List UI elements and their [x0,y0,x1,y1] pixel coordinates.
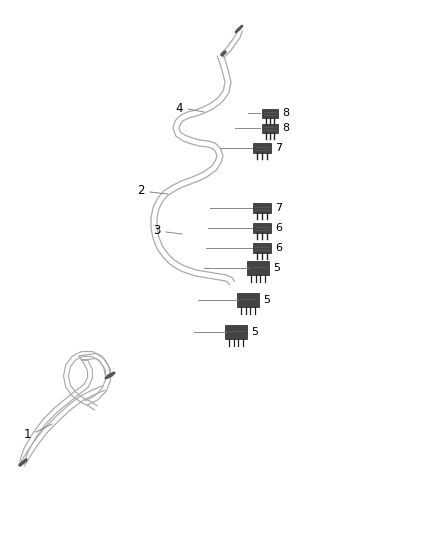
Text: 5: 5 [251,327,258,337]
Text: 7: 7 [275,203,282,213]
Text: 7: 7 [275,143,282,153]
Bar [253,223,271,233]
Bar [253,203,271,213]
Text: 8: 8 [282,123,289,133]
Text: 6: 6 [275,223,282,233]
Text: 5: 5 [273,263,280,273]
Text: 6: 6 [275,243,282,253]
Bar [247,261,269,275]
Text: 4: 4 [176,101,183,115]
Text: 2: 2 [138,184,145,198]
Bar [225,325,247,339]
Bar [237,293,259,307]
Bar [262,124,278,133]
Text: 1: 1 [24,427,31,440]
Text: 8: 8 [282,108,289,118]
Text: 3: 3 [154,224,161,238]
Bar [253,143,271,153]
Bar [262,109,278,117]
Text: 5: 5 [263,295,270,305]
Bar [253,243,271,253]
